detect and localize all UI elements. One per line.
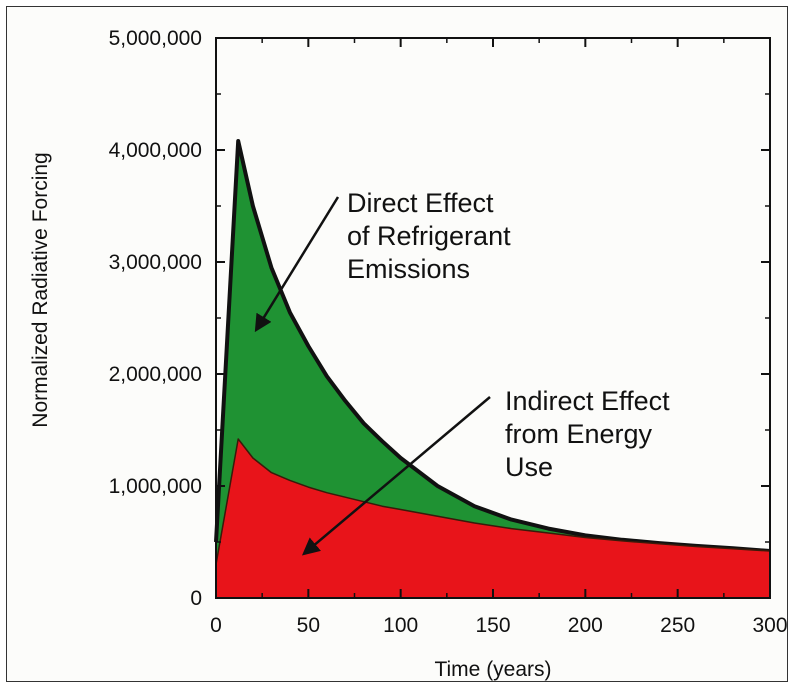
area-outline-1 (214, 139, 771, 553)
annotation-line: of Refrigerant (347, 221, 511, 251)
x-tick-label: 200 (568, 614, 603, 637)
y-tick-label: 5,000,000 (109, 27, 202, 50)
x-tick-label: 50 (297, 614, 320, 637)
area-series-1 (216, 141, 770, 598)
annotation-line: from Energy (505, 419, 653, 449)
x-axis-label: Time (years) (434, 658, 551, 681)
area-series-0 (216, 439, 770, 598)
annotation-line: Emissions (347, 254, 470, 284)
y-axis-label: Normalized Radiative Forcing (29, 152, 52, 427)
x-tick-label: 150 (475, 614, 510, 637)
y-tick-label: 3,000,000 (109, 251, 202, 274)
y-tick-label: 0 (190, 587, 202, 610)
y-tick-label: 4,000,000 (109, 139, 202, 162)
x-tick-label: 250 (660, 614, 695, 637)
x-tick-label: 100 (383, 614, 418, 637)
y-tick-label: 2,000,000 (109, 363, 202, 386)
annotation-line: Indirect Effect (505, 386, 670, 416)
annotation-line: Use (505, 452, 553, 482)
area-outline-0 (215, 438, 771, 565)
x-tick-label: 0 (210, 614, 222, 637)
x-tick-label: 300 (752, 614, 787, 637)
annotation-arrow (301, 396, 491, 556)
annotation-line: Direct Effect (347, 188, 494, 218)
y-tick-label: 1,000,000 (109, 475, 202, 498)
annotation-arrow (254, 196, 340, 333)
